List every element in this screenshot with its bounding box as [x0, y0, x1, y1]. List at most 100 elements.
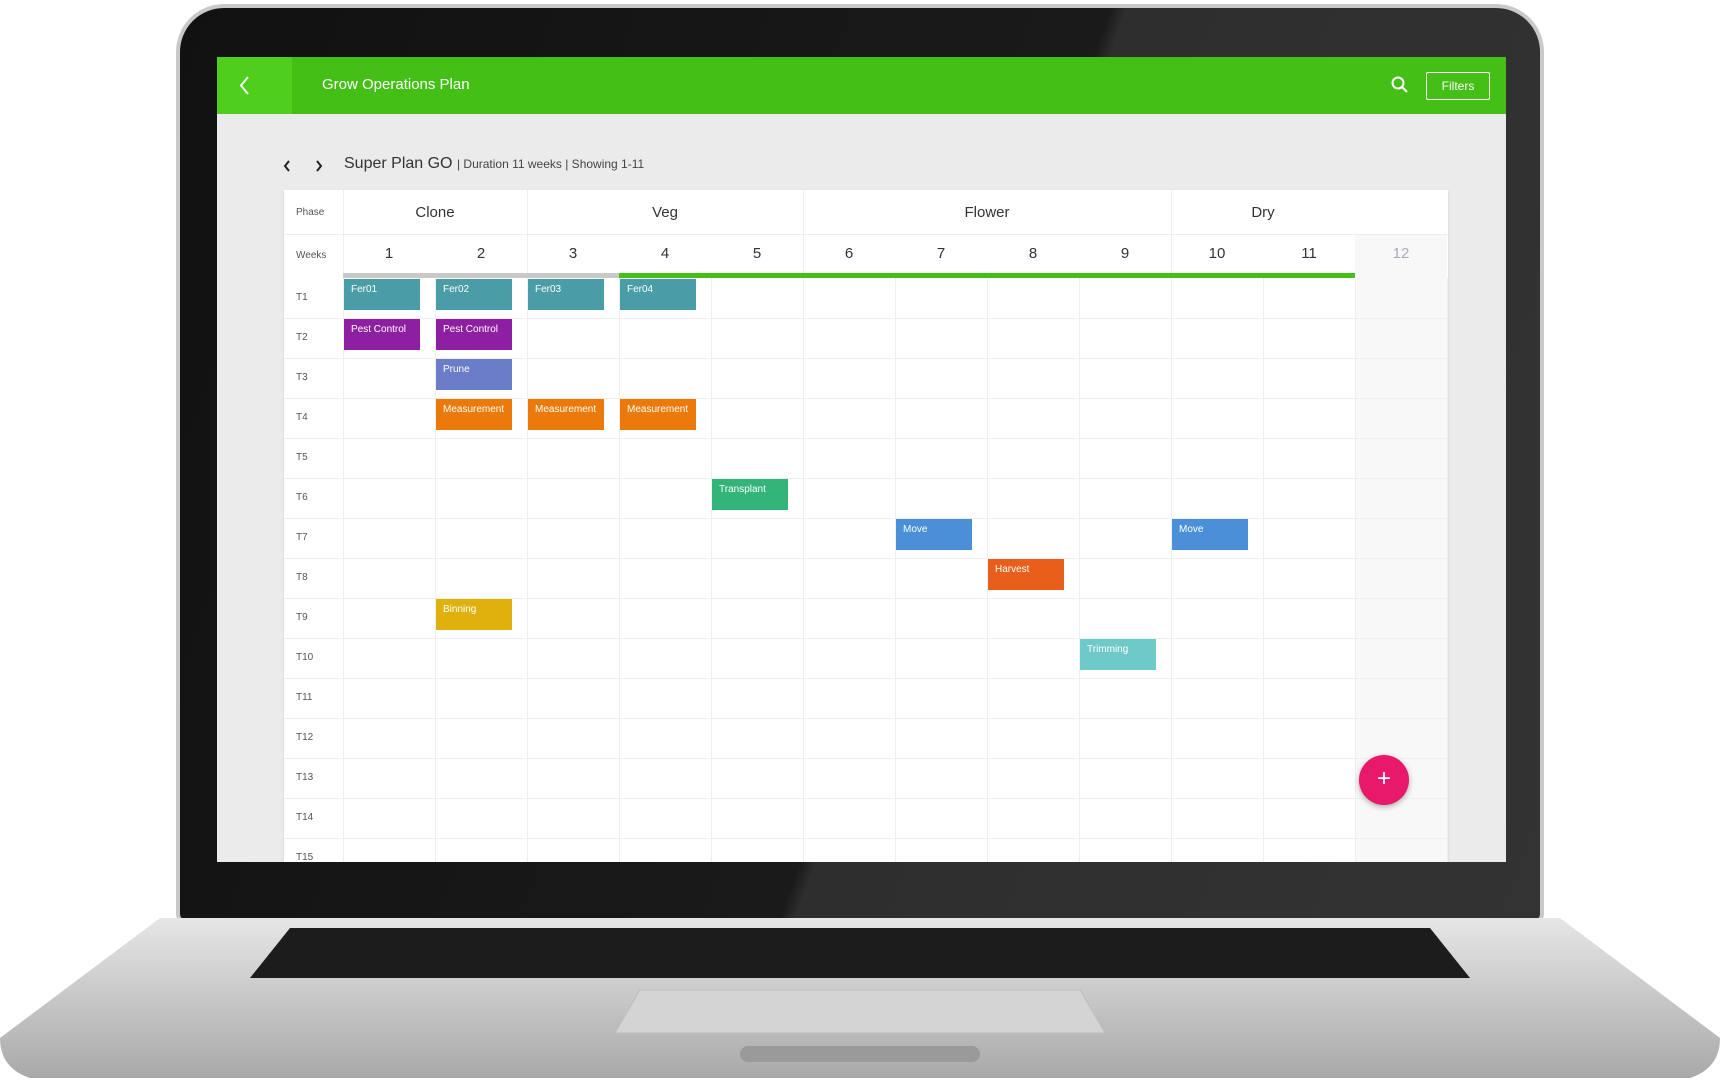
row-label: T9	[296, 612, 308, 623]
column-line	[1355, 278, 1356, 862]
week-number: 4	[660, 244, 670, 262]
search-button[interactable]	[1390, 75, 1410, 95]
week-progress	[343, 273, 435, 278]
week-number: 7	[936, 244, 946, 262]
task-block[interactable]: Fer04	[620, 279, 696, 310]
week-progress	[895, 273, 987, 278]
task-block[interactable]: Prune	[436, 359, 512, 390]
row-label: T14	[296, 812, 314, 823]
week-number: 12	[1392, 244, 1410, 262]
task-block[interactable]: Transplant	[712, 479, 788, 510]
row-label: T11	[296, 692, 313, 703]
keyboard	[250, 928, 1470, 978]
week-nav	[283, 160, 323, 172]
week-progress	[1079, 273, 1171, 278]
task-block[interactable]: Fer02	[436, 279, 512, 310]
task-block[interactable]: Fer01	[344, 279, 420, 310]
next-button[interactable]	[316, 160, 323, 172]
row-label: T3	[296, 372, 308, 383]
phase-name: Flower	[964, 203, 1010, 221]
plan-name: Super Plan GO	[344, 155, 453, 172]
week-number: 3	[568, 244, 578, 262]
column-line	[1447, 278, 1448, 862]
row-line	[284, 558, 1448, 559]
top-bar: Grow Operations Plan Filters	[217, 57, 1506, 114]
row-line	[284, 478, 1448, 479]
row-label: T8	[296, 572, 308, 583]
task-block[interactable]: Measurement	[436, 399, 512, 430]
task-block[interactable]: Measurement	[528, 399, 604, 430]
phase-divider	[1171, 190, 1172, 278]
extra-column	[1355, 234, 1447, 862]
row-label: T10	[296, 652, 314, 663]
week-progress	[803, 273, 895, 278]
page-title: Grow Operations Plan	[322, 76, 470, 93]
task-block[interactable]: Harvest	[988, 559, 1064, 590]
week-number: 10	[1208, 244, 1226, 262]
week-progress	[987, 273, 1079, 278]
phase-divider	[343, 190, 344, 278]
week-number: 2	[476, 244, 486, 262]
phase-name: Clone	[415, 203, 455, 221]
plan-header: Super Plan GO | Duration 11 weeks | Show…	[344, 155, 644, 173]
column-line	[895, 278, 896, 862]
phase-name: Veg	[652, 203, 678, 221]
row-line	[284, 438, 1448, 439]
column-line	[527, 278, 528, 862]
column-line	[1171, 278, 1172, 862]
week-progress	[711, 273, 803, 278]
phase-label: Phase	[296, 207, 325, 218]
weeks-label: Weeks	[296, 250, 327, 261]
row-label: T15	[296, 852, 314, 862]
column-line	[1079, 278, 1080, 862]
week-number: 9	[1120, 244, 1130, 262]
row-line	[284, 838, 1448, 839]
row-label: T13	[296, 772, 314, 783]
row-label: T1	[296, 292, 308, 303]
task-block[interactable]: Pest Control	[436, 319, 512, 350]
plan-info: | Duration 11 weeks | Showing 1-11	[456, 157, 645, 171]
week-number: 8	[1028, 244, 1038, 262]
trackpad	[614, 989, 1106, 1034]
column-line	[619, 278, 620, 862]
phase-divider	[803, 190, 804, 278]
week-number: 1	[384, 244, 394, 262]
add-button[interactable]: +	[1359, 755, 1409, 805]
task-block[interactable]: Binning	[436, 599, 512, 630]
laptop-base	[0, 918, 1720, 1078]
task-block[interactable]: Move	[896, 519, 972, 550]
column-line	[435, 278, 436, 862]
screen: Grow Operations Plan Filters Super Plan …	[217, 57, 1506, 862]
column-line	[1263, 278, 1264, 862]
task-block[interactable]: Measurement	[620, 399, 696, 430]
prev-button[interactable]	[283, 160, 290, 172]
row-line	[284, 518, 1448, 519]
task-block[interactable]: Fer03	[528, 279, 604, 310]
row-line	[284, 758, 1448, 759]
week-progress	[1263, 273, 1355, 278]
plan-grid: Phase Weeks Clone 1 2 Veg 3 4 5 Flower 6 7 8 9 Dry 10 11…	[284, 190, 1448, 862]
week-number: 11	[1301, 244, 1317, 262]
row-line	[284, 798, 1448, 799]
week-progress	[1171, 273, 1263, 278]
column-line	[711, 278, 712, 862]
row-label: T6	[296, 492, 308, 503]
filters-button[interactable]: Filters	[1426, 72, 1490, 100]
week-progress	[435, 273, 527, 278]
week-number: 6	[844, 244, 854, 262]
week-number: 5	[752, 244, 762, 262]
task-block[interactable]: Move	[1172, 519, 1248, 550]
phase-name: Dry	[1251, 203, 1275, 221]
task-block[interactable]: Trimming	[1080, 639, 1156, 670]
row-line	[284, 638, 1448, 639]
column-line	[803, 278, 804, 862]
back-button[interactable]	[217, 57, 292, 114]
week-progress	[619, 273, 711, 278]
column-line	[343, 190, 344, 862]
row-label: T4	[296, 412, 308, 423]
hinge-notch	[740, 1046, 980, 1062]
task-block[interactable]: Pest Control	[344, 319, 420, 350]
back-icon	[239, 76, 249, 95]
row-line	[284, 318, 1448, 319]
